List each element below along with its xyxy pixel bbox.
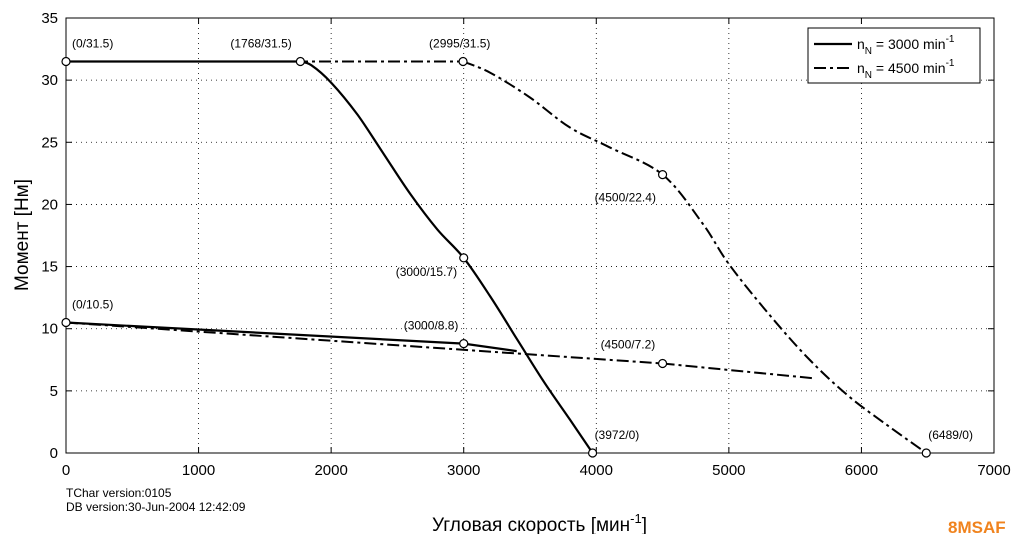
axis-ticks: 0 1000 2000 3000 4000 5000 6000 7000 0 5 10 15 20 25 3… [41,10,1010,479]
x-tick-label: 7000 [977,462,1010,479]
x-tick-label: 6000 [845,462,878,479]
marker-point [458,56,468,67]
x-axis-label: Угловая скорость [мин-1] [432,511,647,534]
x-axis-label-main: Угловая скорость [мин [432,515,630,534]
point-label: (0/31.5) [72,37,113,51]
y-tick-label: 10 [41,321,58,338]
y-axis-label: Момент [Нм] [12,179,33,291]
legend: nN = 3000 min-1 nN = 4500 min-1 [807,27,981,84]
point-label: (1768/31.5) [230,37,291,51]
y-tick-label: 5 [50,383,58,400]
y-tick-label: 15 [41,259,58,276]
x-axis-label-sup: -1 [630,511,642,526]
point-label: (6489/0) [928,428,973,442]
point-label: (2995/31.5) [429,37,490,51]
x-axis-label-end: ] [642,515,647,534]
legend-3000-text: = 3000 min [872,36,946,52]
legend-3000-sup: -1 [946,34,955,45]
marker-points [61,56,931,458]
x-tick-label: 4000 [580,462,613,479]
legend-3000-main: n [857,36,865,52]
legend-4500-sup: -1 [946,58,955,69]
y-tick-label: 30 [41,72,58,89]
series-1-peak-curve [462,60,927,454]
legend-4500-main: n [857,60,865,76]
point-label: (4500/22.4) [595,191,656,205]
x-tick-label: 0 [62,462,70,479]
legend-entry-4500: nN = 4500 min-1 [857,58,955,81]
y-tick-label: 0 [50,445,58,462]
marker-point [459,339,469,349]
legend-4500-text: = 4500 min [872,60,946,76]
brand-logo: 8MSAF [948,518,1006,537]
x-tick-label: 2000 [314,462,347,479]
point-labels: (0/31.5) (1768/31.5) (2995/31.5) (4500/22.4… [72,37,973,443]
point-label: (3000/15.7) [396,265,457,279]
y-tick-label: 35 [41,10,58,27]
marker-point [657,170,668,180]
marker-point [587,448,598,458]
point-label: (4500/7.2) [601,338,656,352]
series-0-peak-curve [300,60,594,454]
x-tick-label: 1000 [182,462,215,479]
marker-point [295,56,305,67]
plot-background [66,18,994,453]
marker-point [921,448,931,458]
legend-3000-sub: N [865,46,872,57]
point-label: (3972/0) [595,428,640,442]
x-tick-label: 5000 [712,462,745,479]
legend-entry-3000: nN = 3000 min-1 [857,34,955,57]
marker-point [61,317,71,328]
point-label: (3000/8.8) [404,319,459,333]
y-tick-label: 20 [41,196,58,213]
db-version: DB version:30-Jun-2004 12:42:09 [66,500,246,514]
x-tick-label: 3000 [447,462,480,479]
plot-frame [65,17,995,454]
marker-point [61,56,71,67]
legend-box [807,27,981,84]
marker-point [459,253,469,263]
tchar-version: TChar version:0105 [66,486,172,500]
point-label: (0/10.5) [72,298,113,312]
legend-4500-sub: N [865,70,872,81]
y-tick-label: 25 [41,134,58,151]
marker-point [657,358,668,369]
